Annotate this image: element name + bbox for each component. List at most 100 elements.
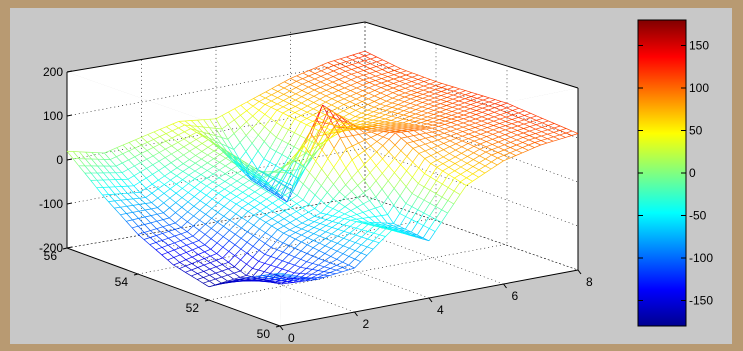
mesh-segment (184, 120, 192, 126)
mesh-segment (540, 140, 548, 144)
mesh-segment (372, 117, 380, 121)
mesh-segment (233, 149, 241, 160)
mesh-segment (329, 132, 336, 135)
mesh-segment (216, 253, 223, 259)
mesh-segment (553, 134, 560, 138)
mesh-segment (332, 76, 340, 80)
mesh-segment (171, 134, 179, 139)
mesh-segment (333, 126, 341, 139)
mesh-segment (180, 221, 188, 228)
mesh-segment (233, 133, 241, 143)
mesh-segment (474, 125, 482, 128)
mesh-segment (434, 97, 441, 101)
mesh-segment (506, 110, 513, 113)
mesh-segment (467, 152, 474, 157)
mesh-segment (411, 222, 418, 233)
mesh-segment (295, 83, 303, 88)
mesh-segment (168, 229, 176, 232)
mesh-segment (196, 126, 204, 133)
mesh-segment (246, 275, 253, 278)
mesh-segment (354, 252, 362, 260)
mesh-segment (402, 126, 409, 129)
mesh-segment (441, 196, 449, 201)
mesh-segment (241, 211, 249, 218)
mesh-segment (469, 110, 477, 114)
mesh-segment (530, 117, 537, 121)
y-tick-label: 56 (44, 249, 58, 263)
mesh-segment (242, 184, 250, 189)
mesh-segment (426, 124, 433, 128)
mesh-segment (454, 159, 462, 164)
mesh-segment (325, 98, 333, 103)
mesh-segment (197, 119, 204, 128)
mesh-segment (446, 94, 454, 98)
mesh-segment (399, 186, 407, 197)
mesh-segment (361, 236, 368, 240)
mesh-segment (382, 62, 389, 66)
mesh-segment (273, 179, 280, 184)
mesh-segment (423, 225, 430, 229)
mesh-segment (442, 163, 449, 168)
mesh-segment (465, 92, 472, 96)
mesh-segment (485, 158, 492, 163)
mesh-segment (308, 81, 315, 85)
mesh-segment (286, 274, 293, 277)
mesh-segment (282, 112, 289, 117)
mesh-segment (215, 276, 222, 280)
mesh-segment (276, 122, 283, 127)
mesh-segment (176, 175, 183, 180)
mesh-segment (487, 127, 494, 131)
mesh-segment (313, 233, 320, 237)
mesh-segment (367, 238, 374, 242)
mesh-segment (456, 137, 463, 142)
mesh-segment (421, 112, 428, 116)
mesh-segment (276, 109, 283, 114)
mesh-segment (329, 134, 336, 139)
mesh-segment (324, 114, 332, 118)
mesh-segment (362, 82, 370, 86)
mesh-segment (379, 100, 387, 105)
mesh-segment (445, 111, 453, 115)
mesh-segment (204, 248, 211, 253)
mesh-segment (203, 119, 210, 128)
mesh-segment (262, 182, 269, 187)
mesh-segment (366, 240, 374, 248)
mesh-segment (317, 141, 325, 146)
mesh-segment (331, 104, 338, 109)
mesh-segment (223, 209, 231, 217)
mesh-segment (393, 78, 400, 82)
mesh-segment (447, 84, 454, 88)
mesh-segment (215, 128, 222, 138)
mesh-segment (453, 181, 461, 192)
mesh-segment (318, 260, 325, 266)
mesh-segment (210, 259, 217, 264)
mesh-segment (392, 90, 400, 94)
mesh-segment (289, 96, 296, 101)
z-tick-label: -100 (39, 197, 63, 211)
mesh-segment (246, 101, 254, 107)
mesh-segment (373, 111, 380, 114)
mesh-segment (314, 78, 321, 83)
mesh-segment (449, 146, 456, 151)
mesh-segment (191, 269, 198, 274)
mesh-segment (390, 124, 397, 127)
mesh-segment (224, 181, 231, 186)
mesh-segment (509, 152, 517, 156)
mesh-segment (139, 192, 146, 198)
mesh-segment (398, 231, 405, 235)
mesh-segment (175, 192, 183, 198)
mesh-segment (332, 92, 339, 97)
mesh-segment (189, 147, 197, 152)
mesh-segment (455, 140, 463, 145)
mesh-segment (246, 256, 254, 265)
mesh-segment (195, 143, 203, 148)
mesh-segment (295, 99, 302, 104)
mesh-segment (233, 270, 241, 274)
mesh-segment (455, 149, 462, 154)
mesh-segment (337, 101, 344, 105)
mesh-segment (220, 146, 227, 151)
mesh-segment (203, 118, 210, 121)
mesh-segment (290, 75, 297, 79)
mesh-segment (344, 84, 351, 89)
mesh-segment (184, 128, 191, 133)
